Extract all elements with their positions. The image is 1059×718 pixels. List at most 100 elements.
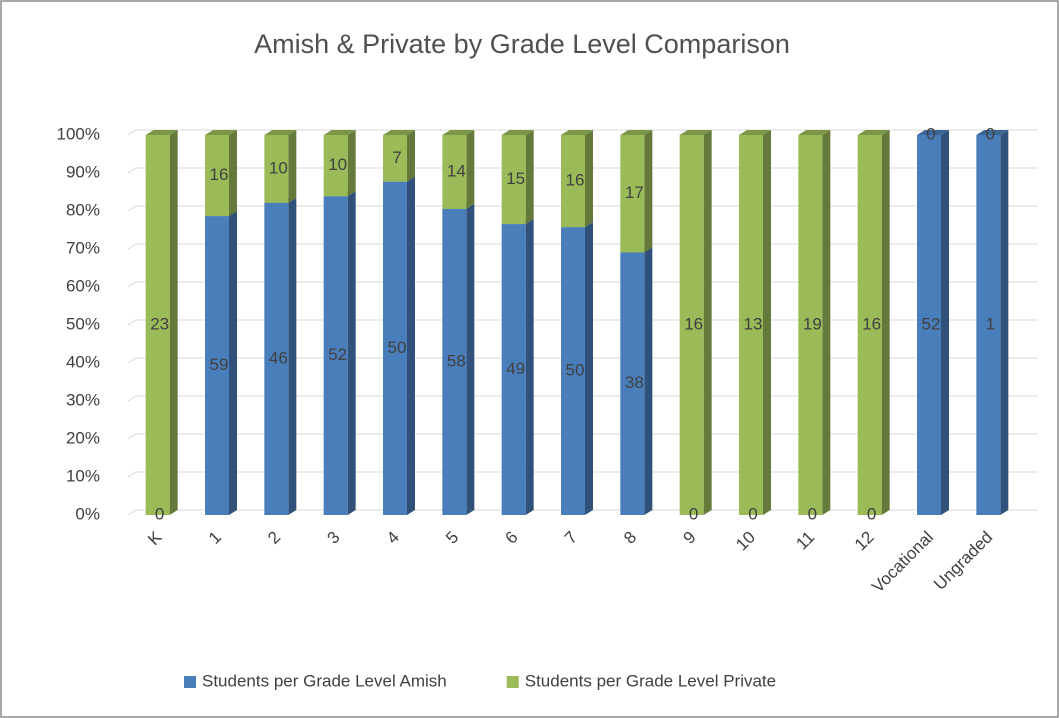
bar-top (323, 130, 356, 135)
data-label: 13 (744, 314, 763, 333)
bar (205, 135, 229, 217)
bar (501, 224, 526, 515)
bar (145, 135, 170, 515)
bar-side (466, 130, 475, 209)
bar-side (644, 130, 653, 253)
bar (264, 135, 289, 203)
bar-top (561, 130, 593, 135)
bar-side (407, 130, 415, 182)
legend-label: Students per Grade Level Private (525, 671, 776, 690)
data-label: 0 (155, 504, 164, 523)
bar-side (763, 130, 771, 515)
bar-side (822, 130, 831, 515)
bar-side (1000, 130, 1009, 515)
bar (620, 252, 645, 516)
bar-top (917, 130, 949, 135)
y-tick-label: 20% (66, 428, 100, 447)
data-label: 52 (328, 345, 347, 364)
data-label: 0 (986, 124, 995, 143)
data-label: 1 (986, 314, 995, 333)
data-label: 15 (506, 169, 525, 188)
data-label: 23 (150, 314, 169, 333)
data-label: 38 (625, 373, 644, 392)
bar-side (407, 176, 415, 515)
bar-side (347, 191, 356, 515)
bar-top (145, 130, 178, 135)
bar (323, 135, 348, 197)
bar-side (169, 130, 178, 515)
y-tick-label: 40% (66, 352, 100, 371)
bar (205, 216, 229, 516)
data-label: 17 (625, 183, 644, 202)
data-label: 0 (867, 504, 876, 523)
bar-side (347, 130, 356, 197)
bar-side (466, 203, 475, 515)
bar-top (442, 130, 475, 135)
data-label: 0 (926, 124, 935, 143)
data-label: 59 (210, 355, 229, 374)
bar (323, 196, 348, 515)
data-label: 14 (447, 161, 466, 180)
bar (264, 202, 289, 515)
bar-side (585, 130, 593, 228)
bar-side (229, 211, 237, 516)
y-tick-label: 10% (66, 466, 100, 485)
bar (561, 227, 585, 515)
legend-swatch (184, 676, 196, 688)
bar-side (525, 130, 534, 225)
legend-swatch (506, 676, 519, 688)
bar-side (881, 130, 890, 515)
bar (442, 208, 467, 515)
y-tick-label: 90% (66, 162, 100, 181)
grid-line (127, 129, 1038, 136)
bar-top (205, 130, 237, 135)
bar-side (941, 130, 949, 515)
legend-label: Students per Grade Level Amish (202, 671, 447, 690)
y-tick-label: 100% (57, 124, 100, 143)
data-label: 52 (922, 314, 941, 333)
bar-side (644, 247, 653, 516)
grid-line (127, 281, 1038, 288)
grid-line (127, 433, 1038, 440)
bar-top (383, 130, 415, 135)
bar-side (703, 130, 712, 515)
y-tick-label: 0% (75, 504, 100, 523)
grid-line (127, 357, 1038, 364)
bar (620, 135, 645, 253)
data-label: 16 (684, 314, 703, 333)
bar-side (585, 222, 593, 515)
data-label: 49 (506, 359, 525, 378)
bar-top (976, 130, 1009, 135)
bar (442, 135, 467, 209)
bar (561, 135, 585, 228)
data-label: 50 (388, 338, 407, 357)
data-label: 16 (210, 165, 229, 184)
bar-top (857, 130, 890, 135)
bar (383, 135, 407, 182)
bar-side (229, 130, 237, 217)
data-label: 46 (269, 348, 288, 367)
bar (501, 135, 526, 225)
chart-title: Amish & Private by Grade Level Compariso… (254, 29, 790, 59)
data-label: 10 (269, 158, 288, 177)
bar-top (620, 130, 653, 135)
bar-side (288, 130, 297, 203)
bar-top (798, 130, 831, 135)
data-label: 0 (748, 504, 757, 523)
grid-line (127, 243, 1038, 250)
grid-line (127, 509, 1038, 516)
y-tick-label: 60% (66, 276, 100, 295)
bar-side (288, 197, 297, 515)
grid-line (127, 395, 1038, 402)
bar-side (525, 219, 534, 515)
bar (739, 135, 763, 515)
data-label: 58 (447, 351, 466, 370)
bar (976, 135, 1001, 515)
y-tick-label: 70% (66, 238, 100, 257)
data-label: 10 (328, 155, 347, 174)
bar (798, 135, 823, 515)
grid-line (127, 167, 1038, 174)
bar (857, 135, 882, 515)
data-label: 16 (862, 314, 881, 333)
